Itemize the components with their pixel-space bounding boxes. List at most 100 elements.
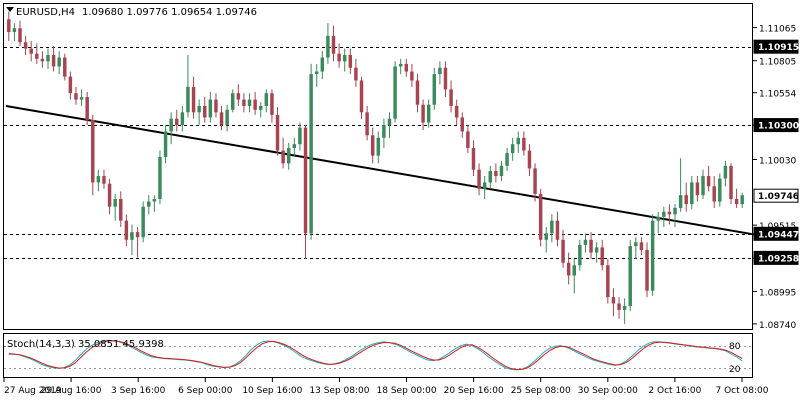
candle[interactable] [292,137,297,157]
candle[interactable] [124,214,129,247]
candle[interactable] [527,144,532,177]
candle[interactable] [432,67,437,110]
candle[interactable] [471,140,476,177]
candle[interactable] [533,163,537,202]
candle[interactable] [561,229,565,268]
candle[interactable] [298,122,302,151]
candle[interactable] [141,201,145,243]
candle[interactable] [214,93,218,118]
candle[interactable] [169,112,173,145]
candle[interactable] [426,99,431,128]
candle[interactable] [398,58,403,75]
candle[interactable] [516,131,520,154]
candle[interactable] [253,91,257,115]
candle[interactable] [393,61,397,123]
candle[interactable] [203,97,207,123]
candle[interactable] [102,169,106,189]
candle[interactable] [572,258,576,294]
candle[interactable] [331,25,336,62]
candle[interactable] [107,178,112,215]
candle[interactable] [281,137,285,169]
candle[interactable] [494,163,498,183]
candle[interactable] [348,48,353,75]
candle[interactable] [600,239,604,271]
candle[interactable] [12,23,17,41]
candle[interactable] [264,89,269,113]
candle[interactable] [667,204,672,225]
candle[interactable] [286,142,291,170]
candle[interactable] [85,91,89,126]
candle[interactable] [35,43,39,64]
candle[interactable] [359,76,364,119]
trendline[interactable] [5,104,764,237]
candle[interactable] [622,298,627,324]
candle[interactable] [606,258,610,304]
candle[interactable] [191,76,196,119]
candle[interactable] [488,165,493,189]
candle[interactable] [180,105,185,132]
candle[interactable] [538,188,543,247]
candle[interactable] [583,233,588,253]
candle[interactable] [365,105,369,141]
candle[interactable] [113,193,117,221]
candle[interactable] [68,71,73,100]
candle[interactable] [275,107,280,156]
candle[interactable] [135,227,140,258]
candle[interactable] [18,20,22,47]
candle[interactable] [712,176,716,208]
candle[interactable] [466,125,470,154]
candle[interactable] [163,125,168,164]
candle[interactable] [247,93,252,113]
candle[interactable] [438,61,442,85]
candle[interactable] [175,109,179,132]
candle[interactable] [147,195,151,215]
candle[interactable] [242,93,246,113]
candle[interactable] [314,63,319,87]
candle[interactable] [723,160,728,187]
candle[interactable] [662,206,666,228]
candle[interactable] [7,11,11,41]
candle[interactable] [337,43,341,68]
candle[interactable] [270,89,274,123]
candle[interactable] [74,86,78,105]
candle[interactable] [415,74,420,113]
candle[interactable] [628,239,632,312]
candle[interactable] [690,176,694,210]
candle[interactable] [695,176,700,202]
candle[interactable] [57,51,61,75]
candle[interactable] [684,182,688,212]
candle[interactable] [231,89,235,113]
candle[interactable] [611,288,616,317]
candle[interactable] [387,112,392,138]
candle[interactable] [197,99,201,126]
candle[interactable] [40,51,45,68]
candle[interactable] [673,204,677,228]
candle[interactable] [342,48,347,72]
candle[interactable] [376,131,381,164]
candle[interactable] [51,46,56,72]
candle[interactable] [589,232,593,259]
candle[interactable] [510,137,515,161]
candle[interactable] [23,35,28,55]
candle[interactable] [678,158,683,212]
candle[interactable] [410,63,414,87]
candle[interactable] [639,237,644,256]
candle[interactable] [499,160,504,182]
candle[interactable] [225,104,229,132]
candle[interactable] [594,242,599,263]
candle[interactable] [550,214,554,243]
candle[interactable] [79,89,84,106]
candle[interactable] [634,237,638,259]
collapse-triangle-icon[interactable] [6,7,14,12]
candle[interactable] [219,105,224,131]
candle[interactable] [303,125,308,259]
candle[interactable] [555,211,560,247]
candle[interactable] [701,169,705,199]
candle[interactable] [354,58,358,87]
candle[interactable] [706,165,711,192]
candle[interactable] [729,163,733,205]
candle[interactable] [186,54,190,118]
candle[interactable] [443,61,448,98]
candle[interactable] [63,53,67,81]
candle[interactable] [454,99,459,126]
